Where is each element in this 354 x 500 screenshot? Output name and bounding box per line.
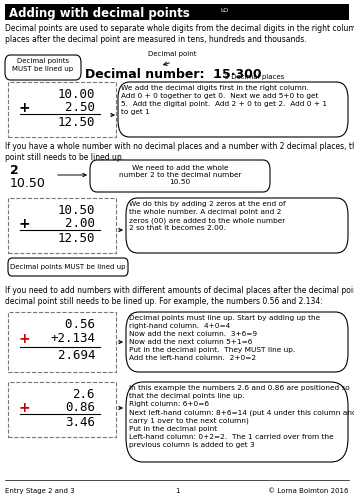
FancyBboxPatch shape [5, 55, 81, 80]
Text: 2.50: 2.50 [50, 101, 95, 114]
Text: +: + [18, 401, 30, 415]
Text: Decimal points
MUST be lined up: Decimal points MUST be lined up [12, 58, 74, 71]
Bar [8, 312, 116, 372]
Text: 2.00: 2.00 [50, 217, 95, 230]
Text: 2: 2 [10, 164, 19, 177]
Text: Adding with decimal points: Adding with decimal points [9, 6, 190, 20]
Text: Decimal points must line up. Start by adding up the
right-hand column.  4+0=4
No: Decimal points must line up. Start by ad… [129, 315, 320, 361]
Bar [8, 82, 116, 137]
Text: We do this by adding 2 zeros at the end of
the whole number. A decimal point and: We do this by adding 2 zeros at the end … [129, 201, 286, 232]
Bar [5, 4, 349, 20]
Text: Decimal point: Decimal point [148, 51, 196, 57]
Text: We add the decimal digits first in the right column.
Add 0 + 0 together to get 0: We add the decimal digits first in the r… [121, 85, 327, 115]
Bar [8, 198, 116, 253]
Text: Decimal points MUST be lined up: Decimal points MUST be lined up [10, 264, 126, 270]
Text: 1: 1 [175, 488, 179, 494]
Bar [8, 382, 116, 437]
FancyBboxPatch shape [8, 258, 128, 276]
Text: LO: LO [220, 8, 228, 13]
Text: 2.6: 2.6 [73, 388, 95, 401]
Text: © Lorna Boimton 2016: © Lorna Boimton 2016 [268, 488, 349, 494]
Text: 12.50: 12.50 [57, 116, 95, 129]
Text: +: + [18, 217, 30, 231]
FancyBboxPatch shape [126, 312, 348, 372]
Text: 12.50: 12.50 [57, 232, 95, 245]
Text: If you need to add numbers with different amounts of decimal places after the de: If you need to add numbers with differen… [5, 286, 354, 306]
Text: 10.00: 10.00 [57, 88, 95, 101]
Text: Entry Stage 2 and 3: Entry Stage 2 and 3 [5, 488, 75, 494]
Text: Decimal number:  15·300: Decimal number: 15·300 [85, 68, 262, 81]
Text: 10.50: 10.50 [57, 204, 95, 217]
Text: Decimal points are used to separate whole digits from the decimal digits in the : Decimal points are used to separate whol… [5, 24, 354, 44]
Text: —  3 Decimal places: — 3 Decimal places [213, 74, 284, 80]
Text: If you have a whole number with no decimal places and a number with 2 decimal pl: If you have a whole number with no decim… [5, 142, 354, 163]
FancyBboxPatch shape [118, 82, 348, 137]
FancyBboxPatch shape [126, 198, 348, 253]
Text: We need to add the whole
number 2 to the decimal number
10.50: We need to add the whole number 2 to the… [119, 164, 241, 186]
Text: 2.694: 2.694 [42, 349, 95, 362]
Text: 10.50: 10.50 [10, 177, 46, 190]
Text: +2.134: +2.134 [50, 332, 95, 345]
Text: 0.86: 0.86 [65, 401, 95, 414]
Text: 0.56: 0.56 [50, 318, 95, 331]
FancyBboxPatch shape [90, 160, 270, 192]
Text: 3.46: 3.46 [65, 416, 95, 429]
Text: +: + [18, 101, 30, 115]
Text: +: + [18, 332, 30, 346]
Text: In this example the numbers 2.6 and 0.86 are positioned so
that the decimal poin: In this example the numbers 2.6 and 0.86… [129, 385, 354, 448]
FancyBboxPatch shape [126, 382, 348, 462]
